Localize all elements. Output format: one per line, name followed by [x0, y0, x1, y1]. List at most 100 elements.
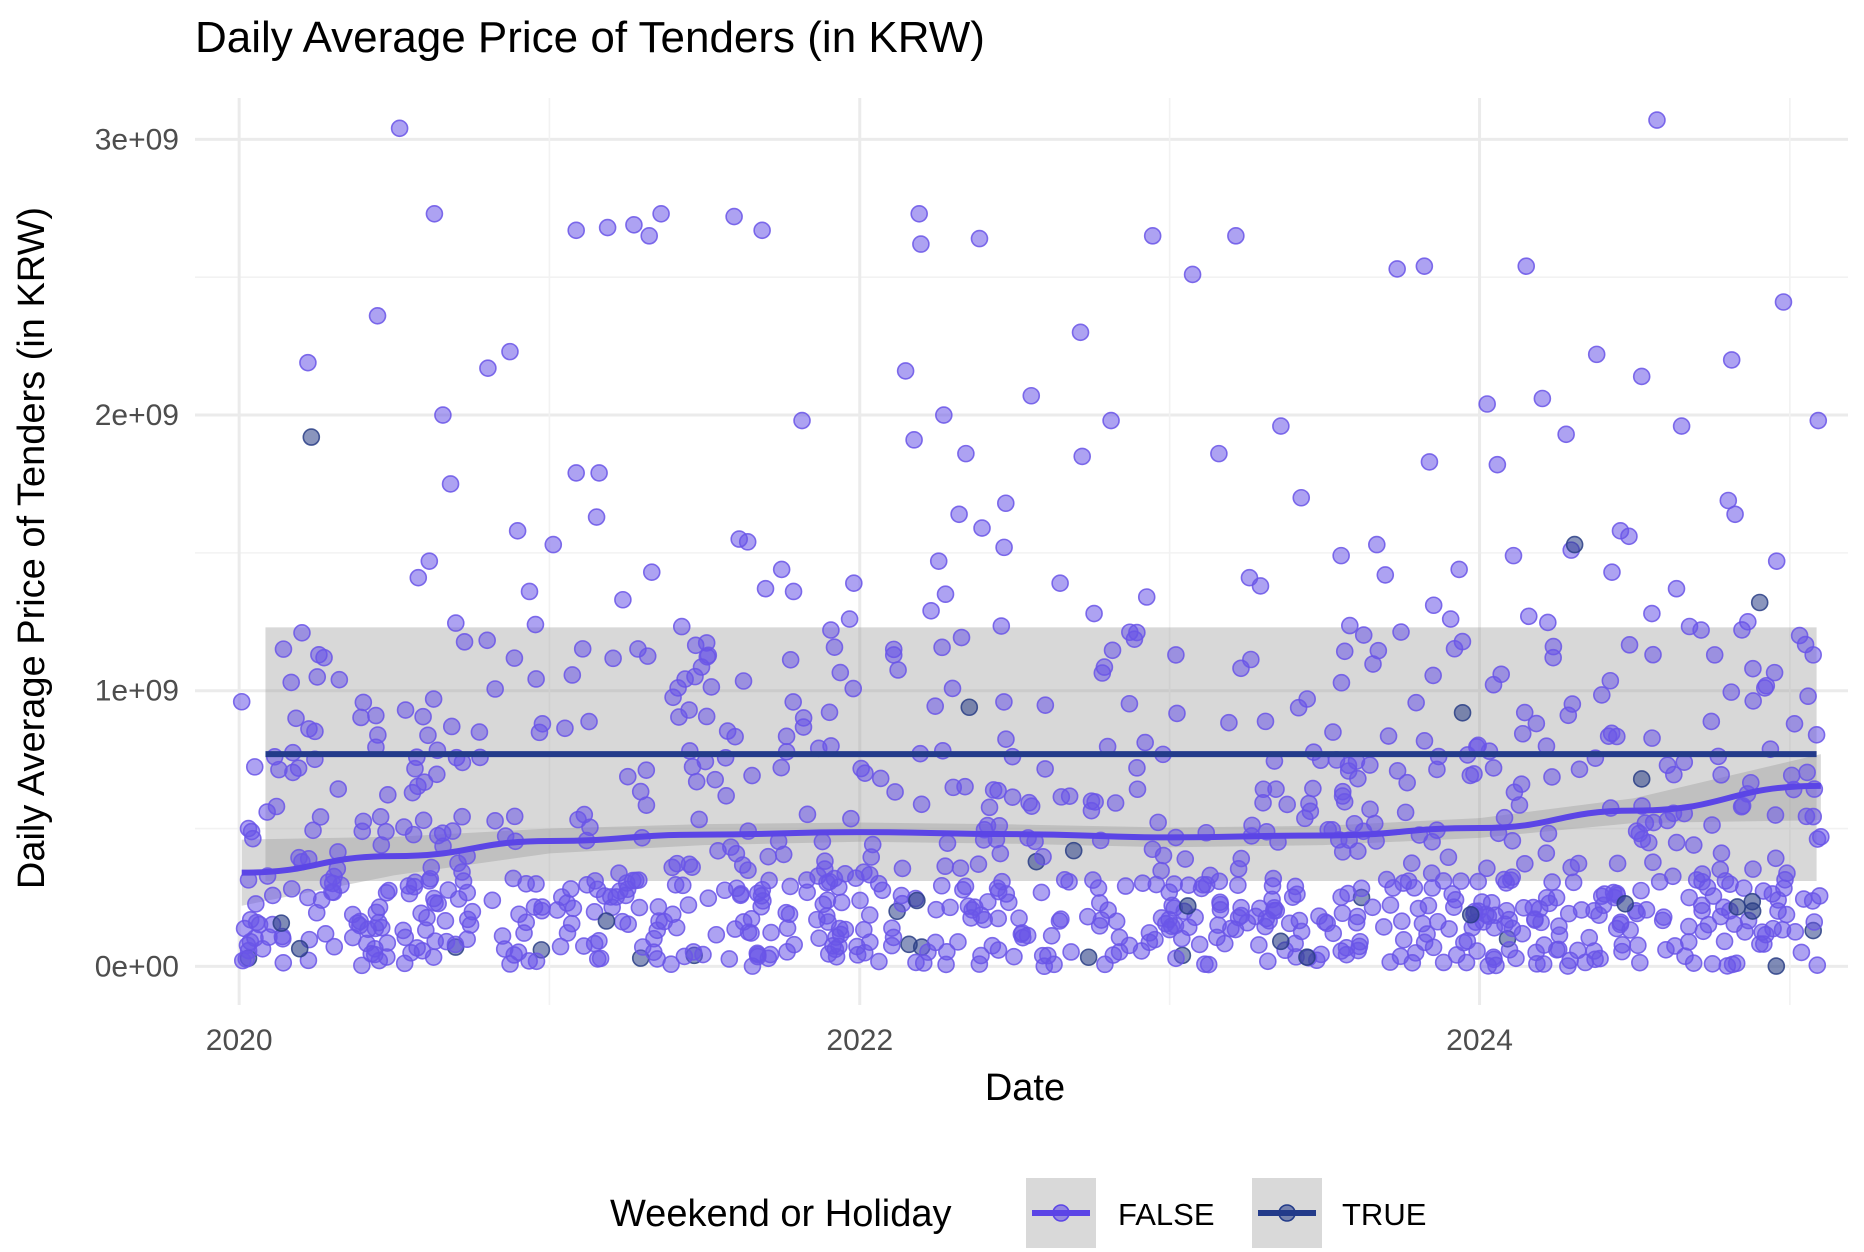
data-point-false [586, 872, 604, 890]
data-point-false [1264, 869, 1283, 888]
data-point-false [1423, 879, 1442, 897]
data-point-false [640, 227, 659, 245]
data-point-false [1092, 911, 1111, 929]
data-point-false [1694, 922, 1713, 941]
data-point-false [1562, 858, 1580, 877]
data-point-false [780, 905, 799, 924]
data-point-false [1445, 639, 1464, 658]
data-point-false [479, 359, 497, 377]
data-point-false [379, 786, 397, 804]
data-point-false [1744, 692, 1762, 710]
data-point-false [633, 938, 652, 956]
data-point-true [1750, 593, 1769, 612]
data-point-false [1755, 935, 1773, 953]
data-point-false [666, 875, 685, 894]
data-point-false [1712, 844, 1731, 862]
data-point-false [927, 900, 945, 919]
data-point-true [1298, 948, 1316, 966]
data-point-false [1434, 953, 1453, 972]
data-point-false [1722, 683, 1741, 701]
data-point-false [1379, 727, 1398, 745]
data-point-false [734, 672, 753, 690]
data-point-false [793, 411, 811, 430]
data-point-false [1345, 814, 1364, 833]
data-point-false [1010, 909, 1028, 928]
data-point-false [424, 690, 443, 708]
data-point-false [1018, 926, 1037, 945]
data-point-false [1332, 888, 1350, 906]
data-point-false [284, 763, 302, 782]
data-point-false [1766, 806, 1785, 824]
data-point-false [664, 688, 682, 707]
data-point-false [1517, 257, 1536, 275]
data-point-false [1807, 726, 1826, 744]
data-point-false [1292, 922, 1311, 941]
data-point-false [1441, 610, 1460, 628]
data-point-false [520, 582, 539, 601]
data-point-false [814, 895, 833, 914]
data-point-false [274, 954, 293, 972]
y-tick-label: 1e+09 [95, 675, 179, 708]
data-point-false [778, 943, 796, 961]
data-point-false [1396, 803, 1415, 822]
data-point-false [1543, 873, 1561, 891]
data-point-false [1407, 693, 1425, 712]
data-point-false [422, 858, 441, 877]
data-point-false [742, 909, 761, 928]
data-point-false [343, 905, 362, 924]
data-point-false [683, 858, 701, 876]
data-point-false [781, 877, 800, 896]
data-point-false [1022, 386, 1041, 405]
data-point-false [1168, 704, 1186, 723]
data-point-false [246, 929, 264, 947]
data-point-false [1227, 227, 1245, 245]
data-point-false [844, 679, 863, 698]
data-point-false [949, 933, 967, 951]
data-point-false [697, 707, 716, 726]
data-point-false [893, 859, 912, 878]
data-point-false [969, 855, 988, 873]
data-point-false [1381, 896, 1400, 914]
data-point-false [436, 912, 455, 930]
legend-key-point [1052, 1204, 1070, 1222]
data-point-false [1478, 859, 1496, 878]
data-point-false [367, 706, 385, 725]
data-point-false [1513, 924, 1532, 943]
data-point-false [825, 638, 844, 657]
data-point-false [676, 670, 694, 688]
data-point-false [1632, 881, 1650, 900]
data-point-false [1128, 759, 1146, 777]
data-point-false [1684, 836, 1703, 854]
data-point-false [1643, 604, 1661, 623]
data-point-false [434, 406, 452, 424]
data-point-false [1469, 872, 1488, 891]
data-point-false [1643, 729, 1661, 747]
data-point-false [831, 663, 850, 682]
data-point-false [926, 697, 945, 715]
data-point-false [629, 640, 647, 658]
data-point-false [1039, 946, 1057, 965]
data-point-false [1767, 552, 1786, 570]
data-point-false [581, 818, 599, 837]
y-tick-label: 3e+09 [95, 123, 179, 156]
data-point-false [999, 893, 1018, 912]
data-point-false [1402, 854, 1421, 872]
data-point-false [1590, 906, 1608, 924]
data-point-false [1424, 666, 1442, 685]
points-layer [232, 111, 1830, 976]
data-point-false [242, 822, 261, 841]
data-point-false [1644, 645, 1662, 664]
data-point-false [1765, 663, 1784, 682]
data-point-false [1497, 874, 1515, 892]
data-point-false [851, 891, 869, 910]
data-point-false [739, 861, 757, 880]
data-point-false [316, 925, 335, 943]
legend-title: Weekend or Holiday [610, 1193, 951, 1235]
data-point-true [1178, 897, 1197, 915]
data-point-true [290, 939, 309, 958]
x-axis-title: Date [985, 1067, 1065, 1109]
data-point-false [1392, 912, 1411, 931]
data-point-false [752, 886, 771, 905]
data-point-false [1424, 596, 1443, 615]
data-point-false [525, 898, 544, 916]
